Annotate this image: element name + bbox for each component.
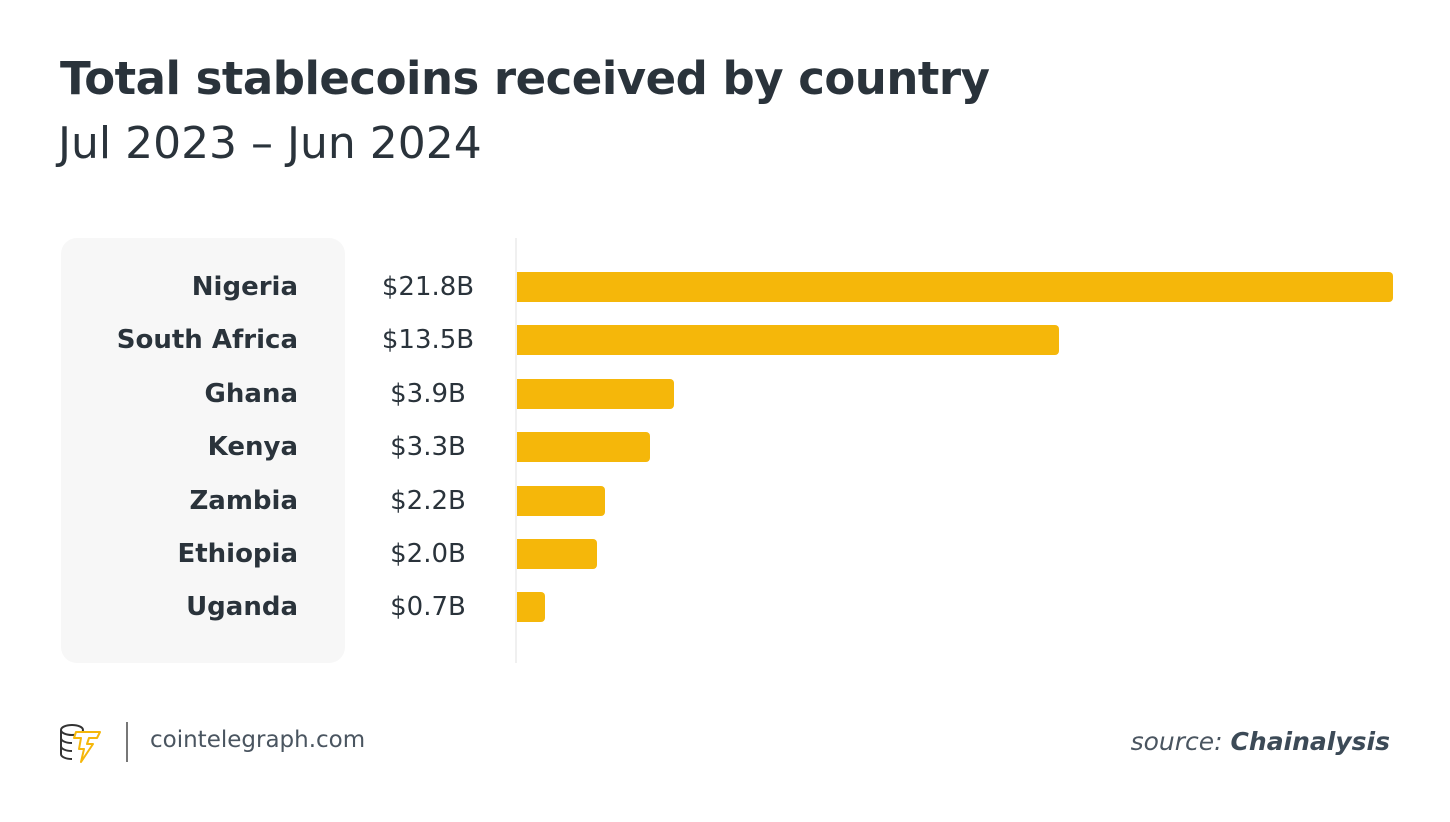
value-label: $2.0B bbox=[390, 539, 466, 569]
bar bbox=[517, 592, 546, 623]
y-axis-line bbox=[515, 238, 517, 663]
category-label: Ghana bbox=[204, 378, 298, 409]
bar bbox=[517, 485, 606, 516]
value-label: $2.2B bbox=[390, 485, 466, 516]
bar bbox=[517, 272, 1393, 302]
bar bbox=[517, 325, 1060, 356]
cointelegraph-logo-icon bbox=[58, 722, 106, 768]
value-label: $0.7B bbox=[390, 592, 466, 623]
value-label: $3.9B bbox=[390, 378, 466, 409]
category-label: Ethiopia bbox=[177, 539, 298, 569]
value-label: $3.3B bbox=[390, 432, 466, 463]
category-label: Zambia bbox=[189, 485, 298, 516]
category-label-panel bbox=[61, 238, 345, 663]
bar bbox=[517, 539, 598, 569]
value-label: $21.8B bbox=[381, 272, 475, 302]
category-label: Uganda bbox=[186, 592, 298, 623]
value-label: $13.5B bbox=[381, 325, 475, 356]
chart-title: Total stablecoins received by country bbox=[60, 52, 990, 105]
source-credit: source: Chainalysis bbox=[1131, 727, 1390, 756]
category-label: South Africa bbox=[116, 325, 298, 356]
category-label: Kenya bbox=[207, 432, 298, 463]
bar bbox=[517, 432, 650, 463]
site-url: cointelegraph.com bbox=[150, 727, 366, 753]
chart-subtitle: Jul 2023 – Jun 2024 bbox=[58, 118, 482, 169]
category-label: Nigeria bbox=[191, 272, 298, 302]
source-name: Chainalysis bbox=[1230, 727, 1390, 756]
footer-divider bbox=[126, 722, 128, 762]
source-prefix: source: bbox=[1130, 727, 1223, 756]
bar bbox=[517, 378, 674, 409]
